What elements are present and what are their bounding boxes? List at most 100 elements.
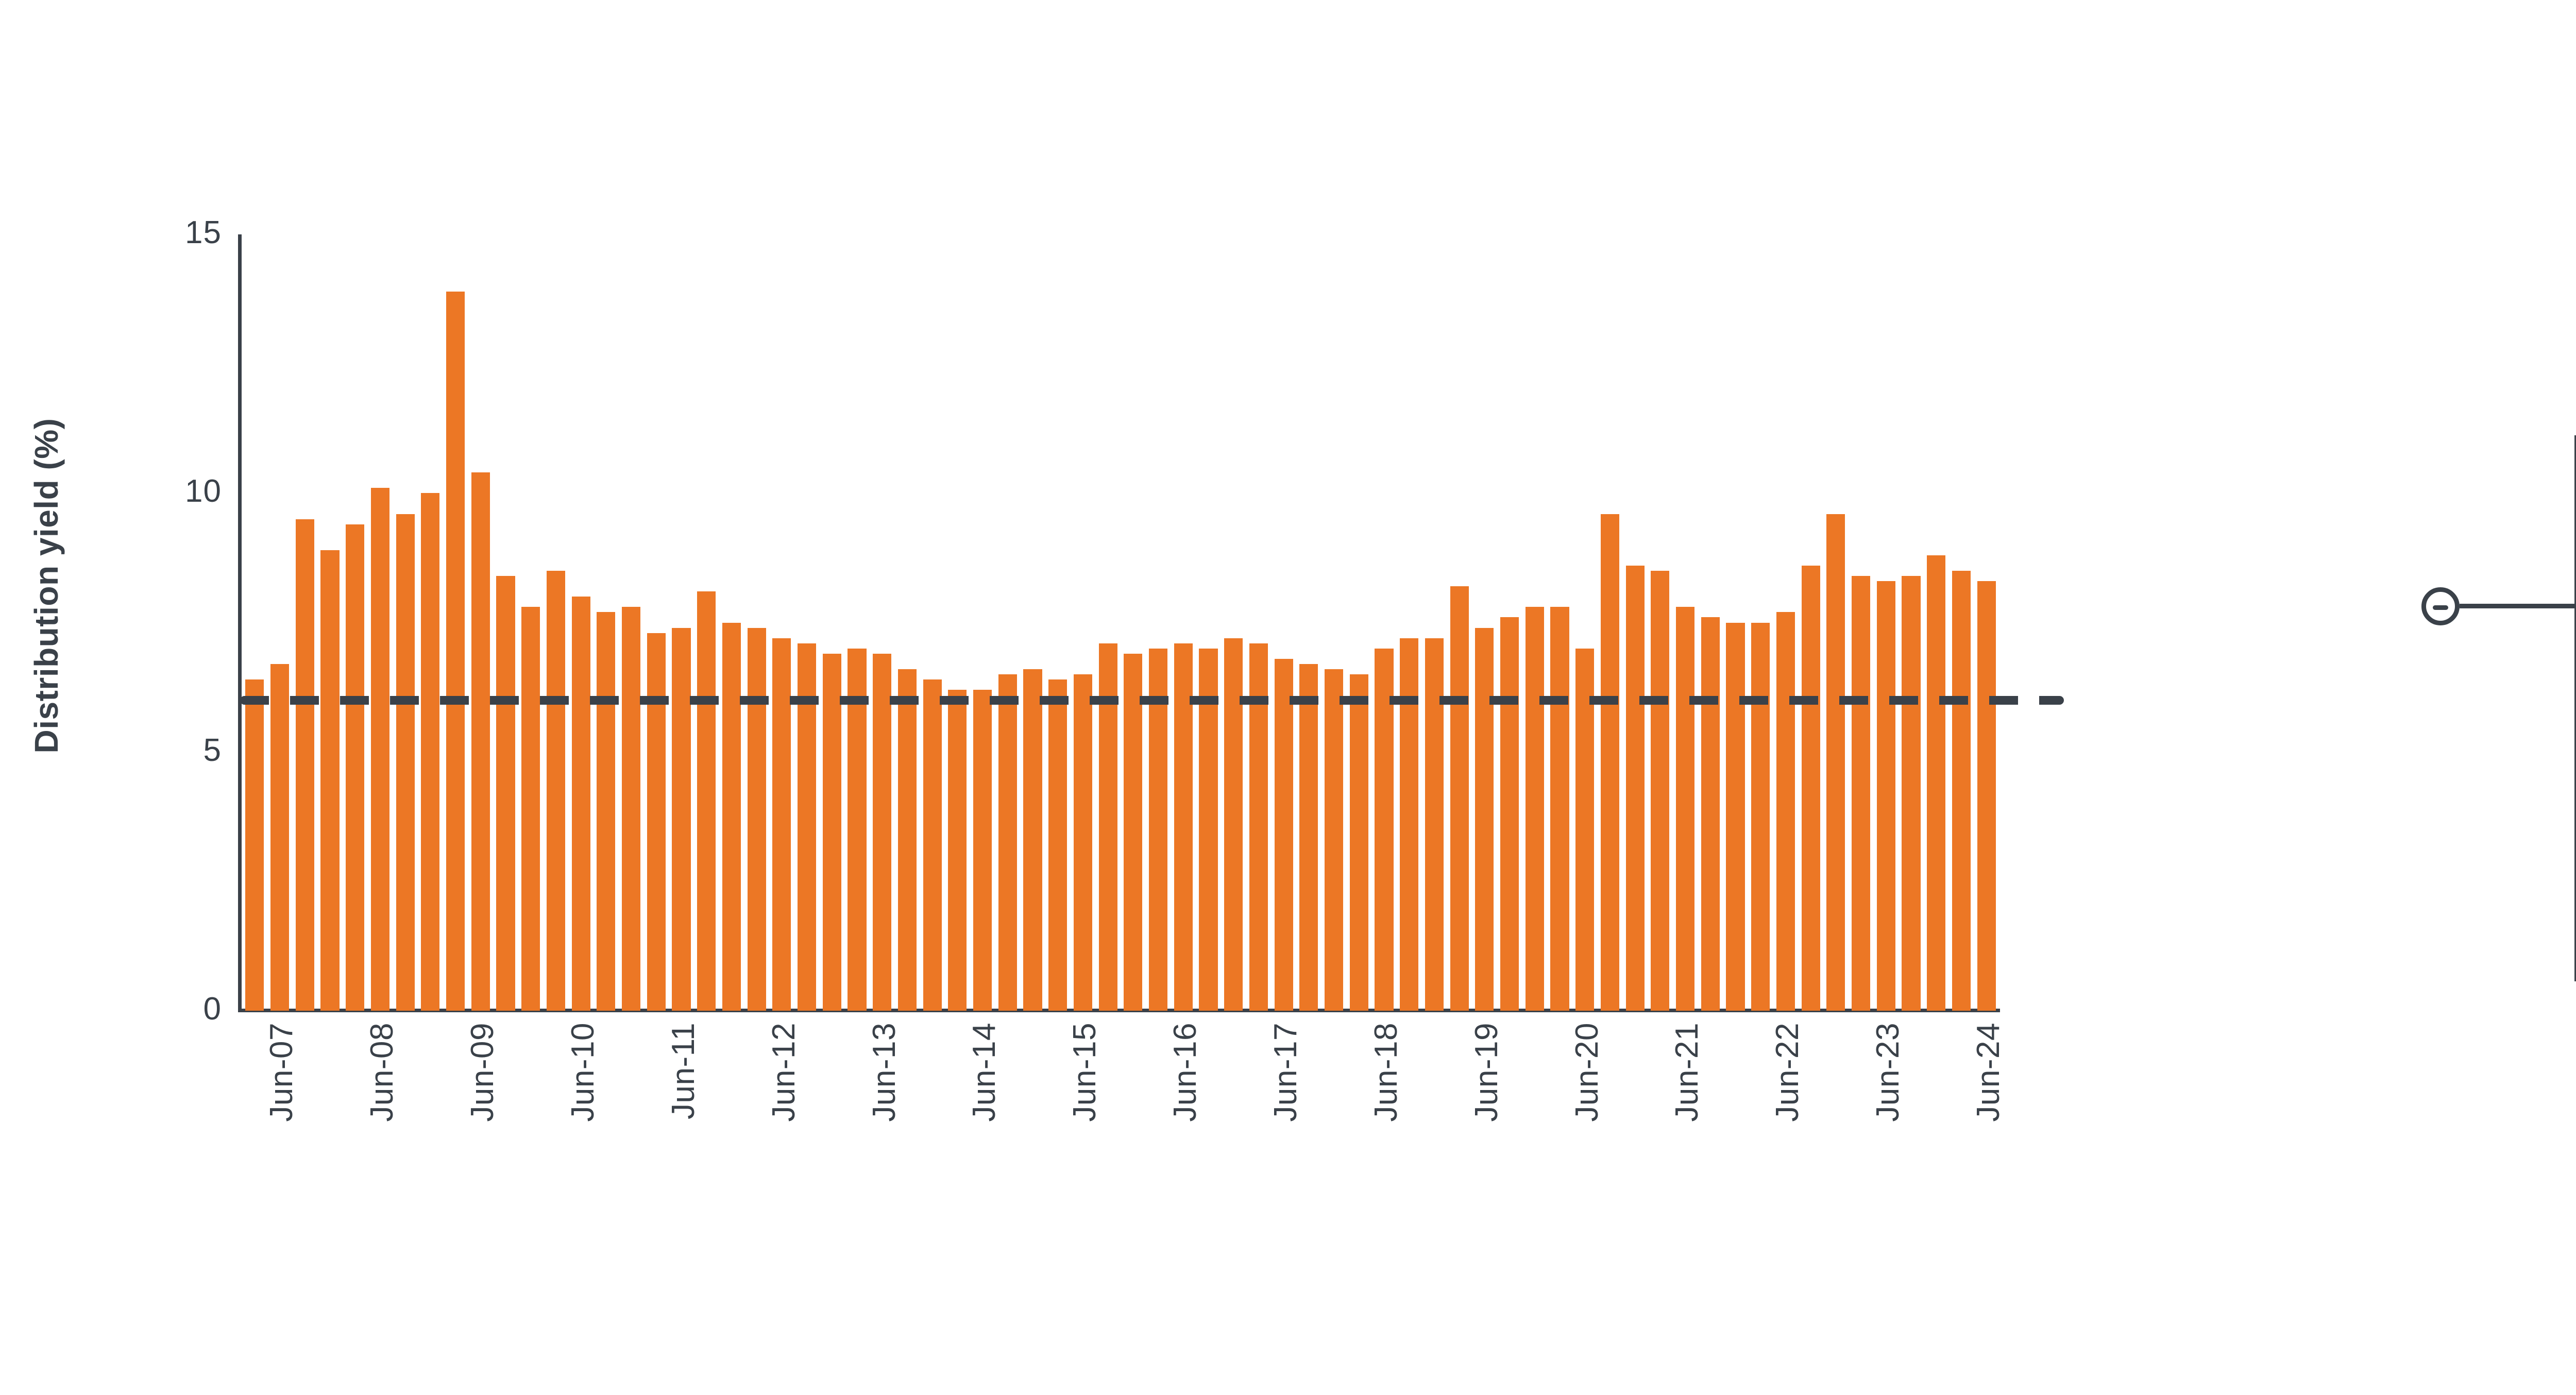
bar [1927,555,1946,1011]
bar [1349,674,1368,1011]
bar [1450,586,1469,1011]
bar [245,679,264,1011]
bar [597,612,616,1011]
bar [1676,607,1695,1011]
bar [1048,679,1067,1011]
bar [722,622,741,1011]
bar [1500,617,1519,1011]
bar [948,690,967,1011]
bar [1801,566,1820,1011]
x-tick-label: Jun-17 [1267,1023,1303,1122]
bar [1575,648,1595,1011]
bar [1299,664,1318,1011]
bar [1124,653,1143,1011]
x-tick-label: Jun-18 [1368,1023,1404,1122]
bar [1625,566,1645,1011]
bar [521,607,540,1011]
bar [973,690,992,1011]
bar [923,679,942,1011]
annotation-callout: The Fund distributes income quarterly an… [2421,433,2576,1010]
bar [1199,648,1218,1011]
x-tick-label: Jun-07 [264,1023,300,1122]
bar [873,653,892,1011]
x-tick-label: Jun-10 [565,1023,601,1122]
y-axis-title: Distribution yield (%) [28,418,65,754]
bar [1977,581,1996,1011]
x-axis-spine [238,1009,2000,1012]
bar [370,488,389,1011]
bar [1550,607,1569,1011]
x-tick-label: Jun-20 [1569,1023,1605,1122]
x-tick-label: Jun-14 [967,1023,1003,1122]
bar [295,519,314,1011]
y-axis-spine [238,234,242,1012]
bar [848,648,867,1011]
x-tick-label: Jun-12 [766,1023,802,1122]
bar [396,514,415,1011]
bar [647,633,666,1011]
x-tick-label: Jun-08 [364,1023,400,1122]
bar [446,291,465,1011]
x-axis-ticks: Jun-07 Jun-08 Jun-09 Jun-10 Jun-11 Jun-12 Jun-… [242,1023,2006,1332]
x-tick-label: Jun-11 [665,1023,701,1119]
bar [421,493,440,1011]
bar [697,591,716,1011]
bar [622,607,641,1011]
x-tick-label: Jun-21 [1669,1023,1705,1122]
bar [1425,638,1444,1011]
bar [747,627,766,1011]
x-tick-label: Jun-15 [1067,1023,1103,1122]
bar [1952,571,1971,1011]
x-tick-label: Jun-16 [1167,1023,1204,1122]
bar [1776,612,1795,1011]
bar [546,571,565,1011]
bar [998,674,1017,1011]
x-tick-label: Jun-22 [1770,1023,1806,1122]
bar [1600,514,1619,1011]
bar [1902,576,1921,1011]
bar [1726,622,1745,1011]
x-tick-label: Jun-23 [1870,1023,1906,1122]
callout-vertical-rule [2574,435,2576,981]
x-tick-label: Jun-19 [1468,1023,1504,1122]
reference-line-6pct [240,696,2064,705]
callout-connector-line [2460,604,2576,608]
bar [270,664,290,1011]
y-tick-label: 10 [185,473,222,509]
bar [1023,669,1042,1011]
bar [471,472,490,1011]
y-tick-label: 15 [185,215,222,250]
bar [1274,658,1293,1011]
bar [1149,648,1168,1011]
bar [1375,648,1394,1011]
y-axis-ticks: 0 5 10 15 [118,0,222,1395]
bar [897,669,917,1011]
plot-area [242,234,1999,1011]
bar [1525,607,1544,1011]
bar [1876,581,1895,1011]
bar [1826,514,1845,1011]
bar [1651,571,1670,1011]
x-tick-label: Jun-09 [465,1023,501,1122]
bar [822,653,841,1011]
bar [1400,638,1419,1011]
bar [672,627,691,1011]
bar [496,576,515,1011]
y-tick-label: 5 [203,732,222,768]
bar [1701,617,1720,1011]
x-tick-label: Jun-24 [1970,1023,2006,1122]
bar [320,550,340,1011]
bar [772,638,791,1011]
bar [1325,669,1344,1011]
bar [1852,576,1871,1011]
x-tick-label: Jun-13 [866,1023,902,1122]
bar-series [242,234,1999,1011]
y-tick-label: 0 [203,991,222,1027]
bar [571,597,590,1011]
bar [346,524,365,1011]
bar [1751,622,1770,1011]
bar [1073,674,1092,1011]
bar [1475,627,1494,1011]
circle-minus-icon [2421,587,2460,625]
